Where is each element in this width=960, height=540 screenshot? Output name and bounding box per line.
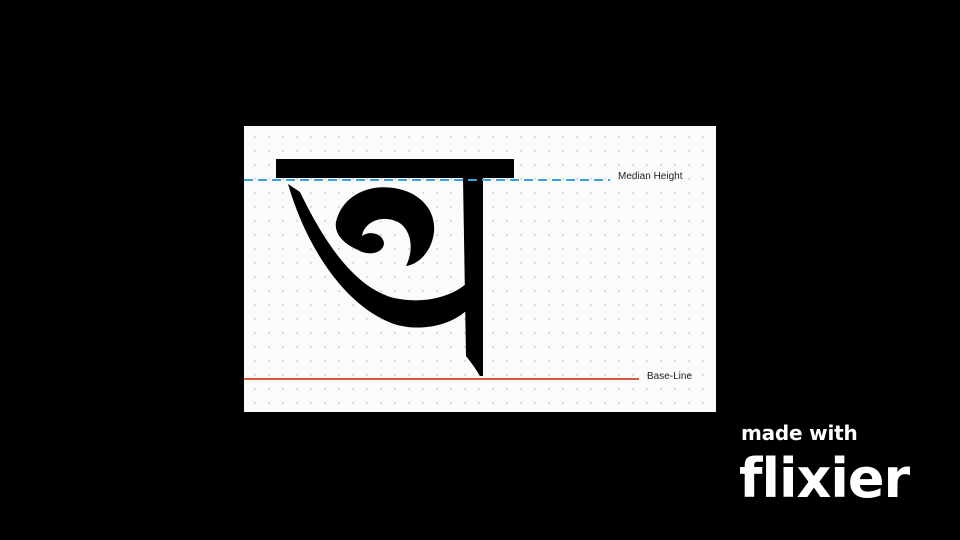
- watermark-logo-text: flixier: [739, 447, 910, 510]
- flixier-watermark: made with flixier: [739, 420, 949, 530]
- glyph-headline-bar: [276, 159, 514, 178]
- typography-diagram: Median Height Base-Line: [244, 126, 716, 412]
- watermark-made-with: made with: [741, 421, 858, 445]
- glyph-upper-loop: [335, 187, 435, 266]
- baseline-label: Base-Line: [647, 371, 693, 382]
- glyph-vertical-stem: [463, 178, 483, 376]
- diagram-canvas: [244, 159, 639, 380]
- glyph-curved-body: [288, 184, 466, 328]
- median-height-label: Median Height: [618, 171, 683, 182]
